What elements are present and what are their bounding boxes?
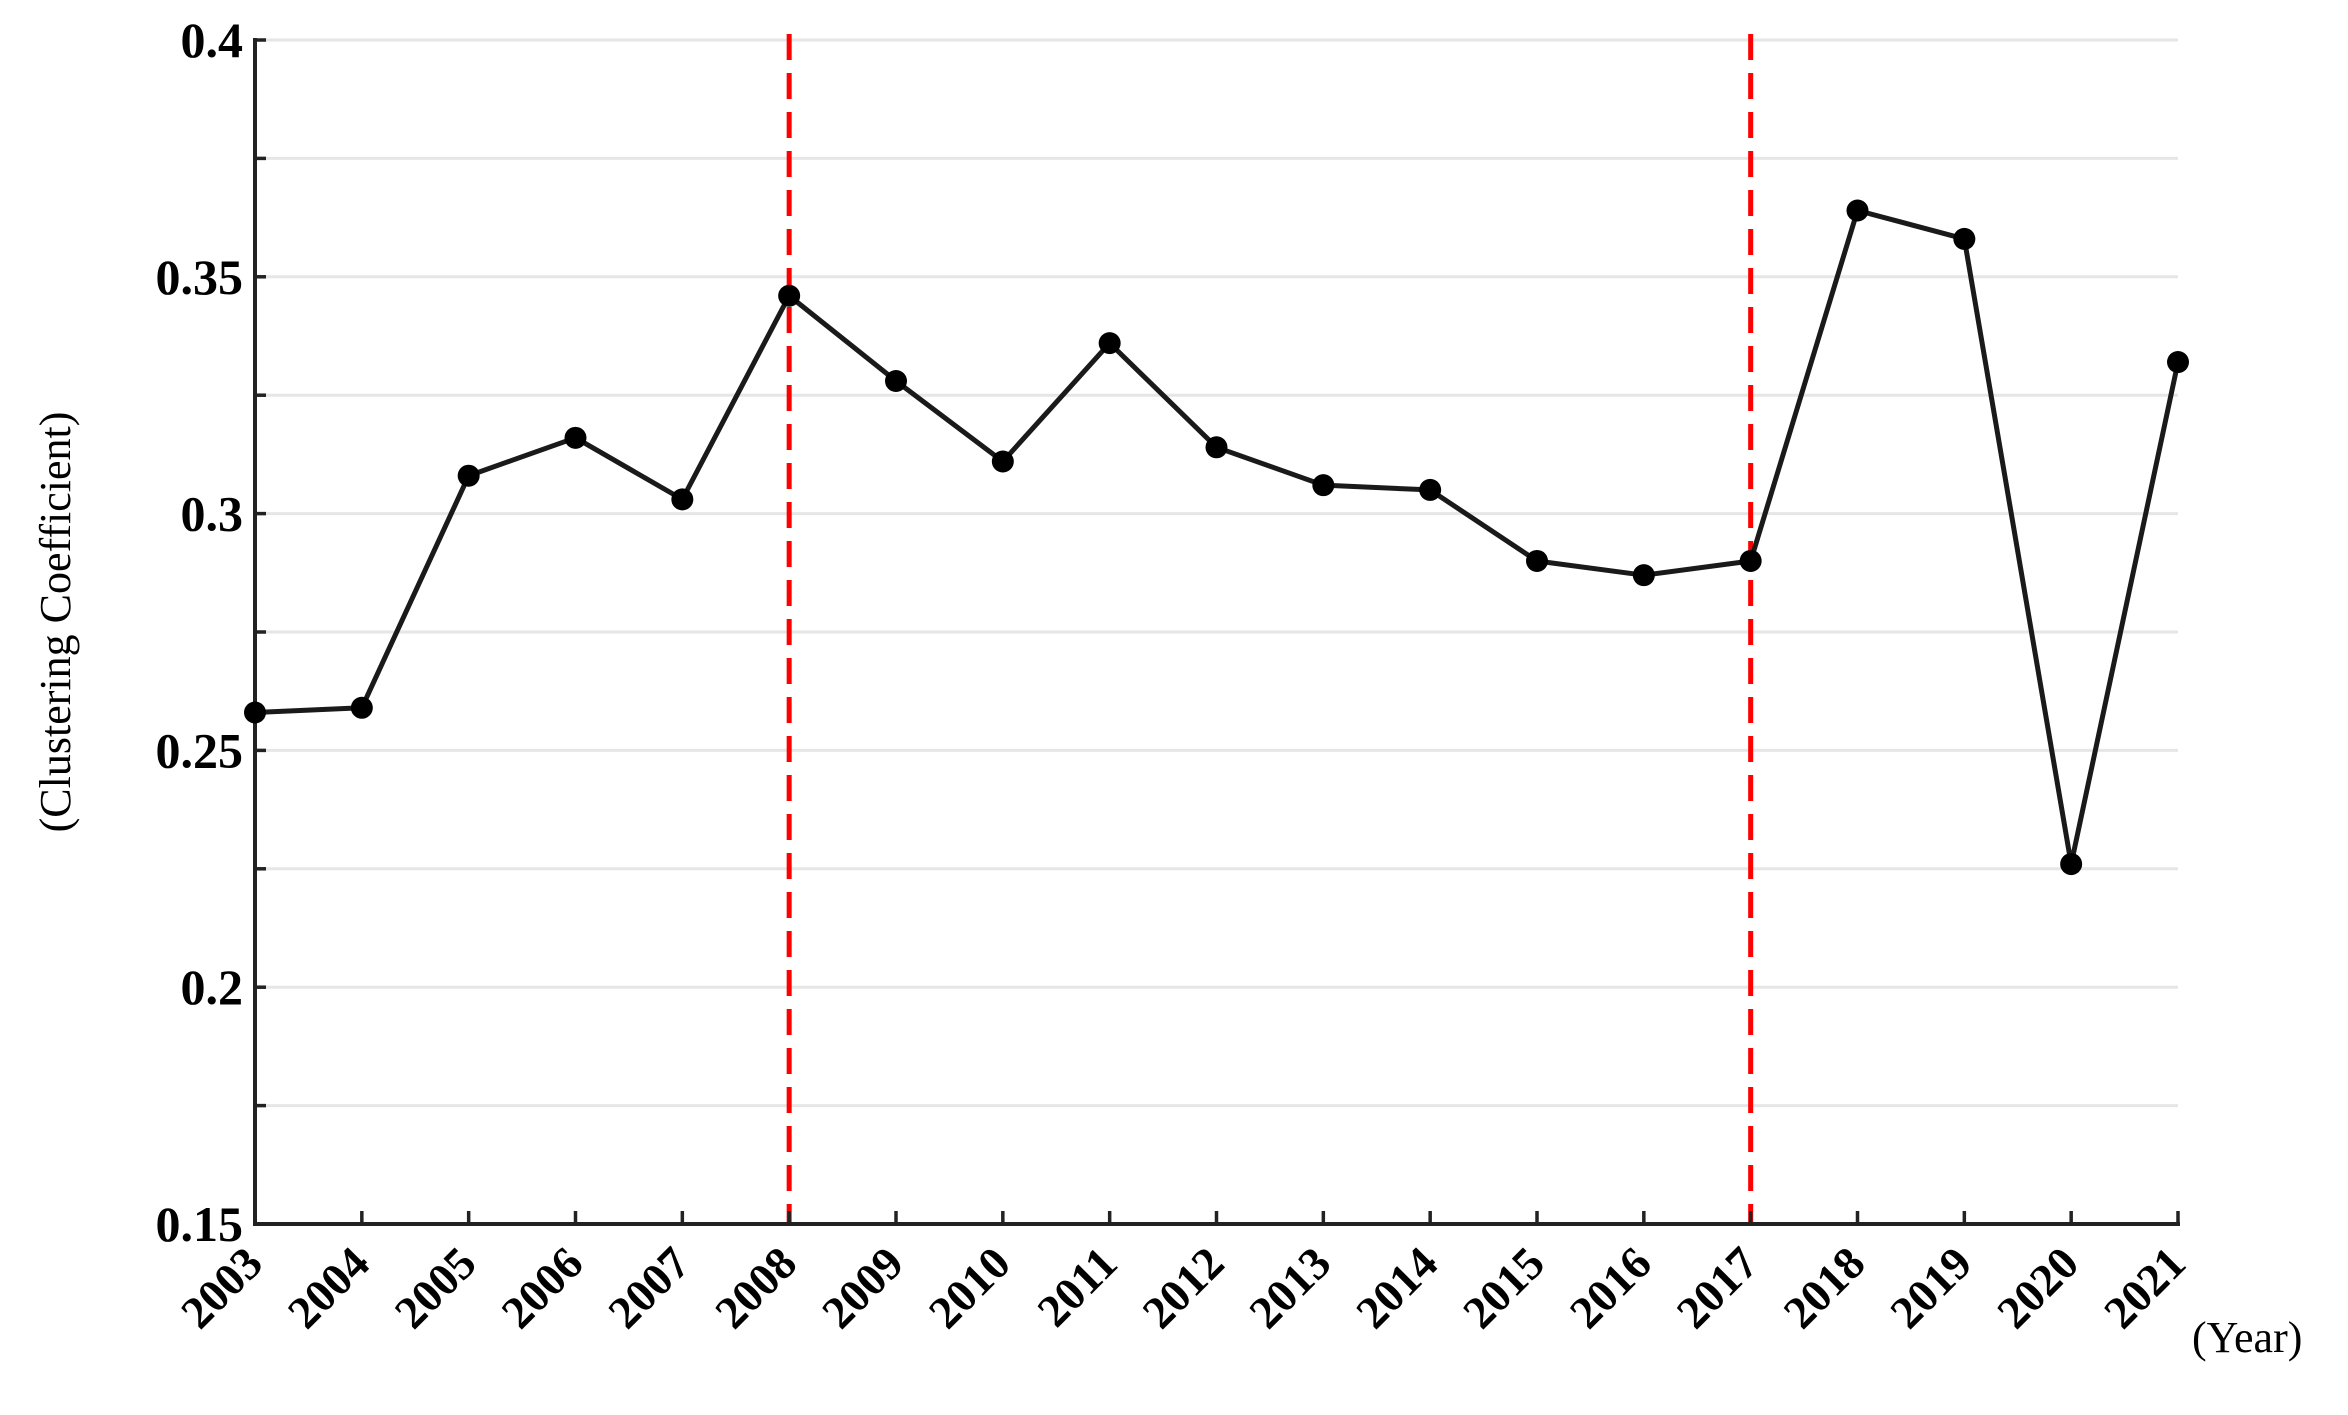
axes — [253, 38, 2180, 1226]
x-tick-label: 2010 — [919, 1237, 1020, 1338]
y-tick-label: 0.3 — [181, 486, 244, 542]
y-tick-label: 0.35 — [156, 249, 244, 305]
x-tick-label: 2017 — [1667, 1237, 1768, 1338]
data-point-2019 — [1953, 227, 1976, 250]
x-tick-label: 2012 — [1132, 1237, 1233, 1338]
x-tick-label: 2014 — [1346, 1237, 1447, 1338]
x-tick-label: 2007 — [598, 1237, 699, 1338]
x-tick-label: 2004 — [278, 1237, 379, 1338]
x-tick-labels: 2003 2004 2005 2006 2007 2008 2009 2010 2011 2012… — [171, 1237, 2195, 1338]
data-point-2006 — [564, 426, 587, 449]
x-tick-label: 2011 — [1027, 1237, 1126, 1336]
reference-lines — [786, 34, 1754, 1224]
data-point-2020 — [2060, 853, 2083, 876]
y-axis-label: (Clustering Coefficient) — [31, 412, 80, 833]
data-point-2008 — [778, 284, 801, 307]
series — [244, 199, 2189, 876]
x-tick-label: 2003 — [171, 1237, 272, 1338]
data-point-2005 — [457, 464, 480, 487]
x-tick-label: 2019 — [1880, 1237, 1981, 1338]
data-point-2012 — [1205, 436, 1228, 459]
y-tick-label: 0.25 — [156, 722, 244, 778]
data-point-2010 — [991, 450, 1014, 473]
data-point-2017 — [1739, 549, 1762, 572]
data-point-2021 — [2167, 351, 2189, 374]
data-point-2003 — [244, 701, 266, 724]
y-tick-label: 0.2 — [181, 959, 244, 1015]
data-point-2014 — [1419, 478, 1442, 501]
x-tick-label: 2015 — [1453, 1237, 1554, 1338]
x-tick-label: 2005 — [385, 1237, 486, 1338]
gridlines — [255, 38, 2178, 1108]
y-tick-label: 0.15 — [156, 1196, 244, 1252]
data-point-2004 — [350, 696, 373, 719]
y-tick-label: 0.4 — [181, 12, 244, 68]
data-point-2015 — [1526, 549, 1548, 572]
series-line — [254, 207, 2181, 867]
y-tick-labels: 0.15 0.2 0.25 0.3 0.35 0.4 — [156, 12, 244, 1252]
x-tick-label: 2013 — [1239, 1237, 1340, 1338]
x-tick-label: 2008 — [705, 1237, 806, 1338]
x-axis-label: (Year) — [2192, 1313, 2302, 1362]
data-point-2007 — [671, 488, 694, 511]
x-tick-label: 2021 — [2094, 1237, 2195, 1338]
x-tick-label: 2006 — [491, 1237, 592, 1338]
data-point-2011 — [1098, 332, 1121, 355]
x-tick-label: 2016 — [1560, 1237, 1661, 1338]
data-point-2018 — [1846, 199, 1869, 222]
x-tick-label: 2020 — [1987, 1237, 2088, 1338]
x-tick-label: 2009 — [812, 1237, 913, 1338]
x-tick-label: 2018 — [1773, 1237, 1874, 1338]
data-point-2009 — [885, 369, 907, 392]
data-point-2013 — [1312, 474, 1335, 497]
data-point-2016 — [1632, 564, 1655, 587]
